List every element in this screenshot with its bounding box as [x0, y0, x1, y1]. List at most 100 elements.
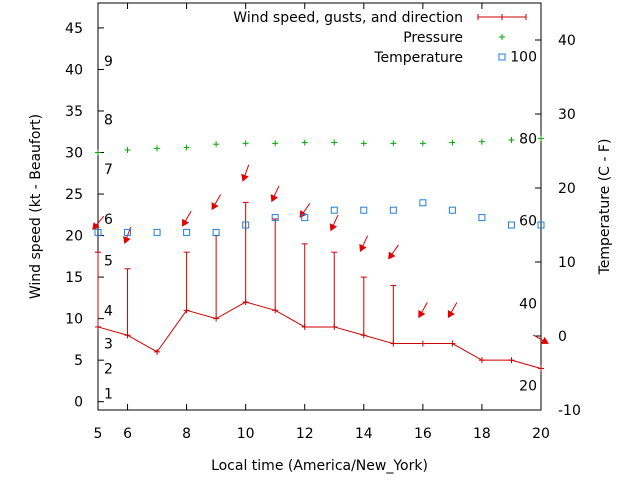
temperature-point: [271, 214, 279, 222]
pressure-point: [538, 135, 544, 142]
pressure-point: [154, 145, 161, 152]
wind-direction-head: [388, 251, 396, 260]
y-left-tick-label: 15: [65, 270, 83, 286]
fahrenheit-label: 100: [510, 49, 537, 65]
wind-direction-head: [540, 336, 549, 344]
y-left-tick-label: 40: [65, 62, 83, 78]
plot-frame: [97, 2, 542, 411]
temperature-point: [478, 214, 486, 222]
x-tick-label: 12: [296, 426, 314, 442]
wind-speed-line: [97, 301, 542, 369]
beaufort-label: 9: [104, 54, 113, 70]
fahrenheit-label: 40: [519, 296, 537, 312]
legend-symbol-wind-point: [499, 14, 505, 20]
beaufort-label: 4: [104, 303, 113, 319]
x-tick-label: 5: [94, 426, 103, 442]
y-left-tick-label: 5: [74, 353, 83, 369]
wind-direction-arrow: [211, 194, 222, 211]
beaufort-label: 1: [104, 386, 113, 402]
legend-label-temperature: Temperature: [373, 50, 463, 66]
pressure-point: [301, 139, 308, 146]
pressure-point: [331, 139, 338, 146]
y-right-tick-label: 10: [558, 255, 576, 271]
legend-label-pressure: Pressure: [403, 30, 463, 46]
y-left-axis-label: Wind speed (kt - Beaufort): [28, 114, 44, 299]
x-tick-label: 18: [473, 426, 491, 442]
y-left-tick-label: 45: [65, 21, 83, 37]
wind-speed-point: [449, 340, 456, 347]
temperature-point: [448, 206, 456, 214]
wind-direction-head: [418, 310, 426, 319]
wind-direction-arrow: [182, 210, 192, 227]
pressure-point: [508, 137, 515, 144]
wind-speed-point: [154, 348, 161, 355]
temperature-point: [242, 221, 250, 229]
wind-direction-arrow: [329, 214, 339, 232]
beaufort-label: 8: [104, 112, 113, 128]
y-right-tick-label: 30: [558, 107, 576, 123]
wind-direction-head: [211, 202, 219, 211]
wind-direction-head: [329, 223, 338, 232]
wind-direction-head: [270, 194, 278, 203]
wind-direction-arrow: [359, 235, 369, 253]
x-tick-label: 6: [123, 426, 132, 442]
wind-direction-arrow: [388, 244, 399, 260]
pressure-point: [213, 141, 220, 148]
temperature-point: [212, 228, 220, 236]
wind-direction-head: [182, 218, 190, 227]
temperature-point: [301, 214, 309, 222]
fahrenheit-label: 80: [519, 131, 537, 147]
pressure-point: [272, 140, 279, 147]
wind-speed-point: [538, 365, 544, 372]
wind-speed-point: [478, 357, 485, 364]
temperature-point: [360, 206, 368, 214]
pressure-point: [390, 140, 397, 147]
y-left-tick-label: 30: [65, 146, 83, 162]
wind-direction-head: [241, 173, 249, 182]
wind-direction-head: [359, 243, 367, 253]
temperature-point: [537, 221, 545, 229]
pressure-point: [478, 138, 485, 145]
x-tick-label: 20: [532, 426, 550, 442]
legend-label-wind: Wind speed, gusts, and direction: [233, 10, 463, 26]
pressure-point: [183, 144, 190, 151]
beaufort-label: 7: [104, 162, 113, 178]
y-left-tick-label: 20: [65, 229, 83, 245]
pressure-point: [95, 149, 101, 156]
y-right-tick-label: 0: [558, 329, 567, 345]
wind-direction-head: [447, 310, 455, 319]
wind-direction-arrow: [447, 302, 458, 319]
fahrenheit-label: 60: [519, 214, 537, 230]
y-right-tick-label: 40: [558, 33, 576, 49]
y-right-tick-label: 20: [558, 181, 576, 197]
temperature-point: [507, 221, 515, 229]
pressure-point: [242, 140, 249, 147]
y-left-tick-label: 10: [65, 312, 83, 328]
temperature-point: [389, 206, 397, 214]
wind-speed-point: [508, 357, 515, 364]
legend-symbol-temperature: [498, 53, 506, 61]
beaufort-label: 2: [104, 361, 113, 377]
temperature-point: [419, 199, 427, 207]
wind-direction-arrow: [241, 164, 250, 182]
pressure-point: [124, 147, 131, 154]
wind-direction-head: [123, 236, 131, 245]
wind-direction-arrow: [92, 215, 105, 231]
wind-speed-point: [419, 340, 426, 347]
y-left-tick-label: 25: [65, 187, 83, 203]
y-left-tick-label: 0: [74, 395, 83, 411]
temperature-point: [330, 206, 338, 214]
wind-direction-arrow: [418, 302, 428, 319]
wind-direction-arrow: [270, 185, 280, 203]
wind-direction-arrow: [299, 202, 311, 219]
beaufort-label: 3: [104, 337, 113, 353]
fahrenheit-label: 20: [519, 379, 537, 395]
pressure-point: [449, 139, 456, 146]
x-tick-label: 16: [414, 426, 432, 442]
pressure-point: [360, 140, 367, 147]
temperature-point: [94, 228, 102, 236]
y-right-axis-label: Temperature (C - F): [597, 139, 613, 276]
temperature-point: [183, 228, 191, 236]
beaufort-label: 6: [104, 212, 113, 228]
